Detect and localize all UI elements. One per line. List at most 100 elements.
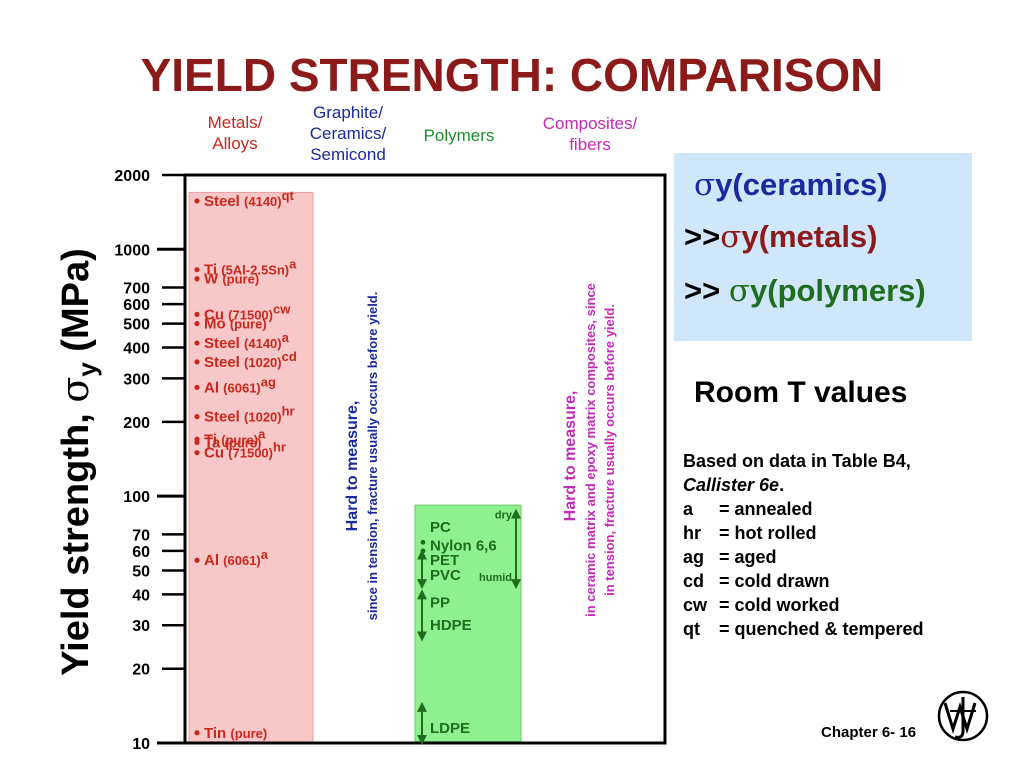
metal-spec: (pure) (222, 272, 259, 287)
composites-note-text: in tension, fracture usually occurs befo… (602, 304, 617, 596)
metal-label: Steel (4140)a (204, 330, 290, 352)
metal-name: Cu (204, 306, 228, 323)
y-tick-label: 500 (123, 317, 150, 334)
composites-note-text: in ceramic matrix and epoxy matrix compo… (583, 283, 598, 617)
metal-spec: (pure) (230, 726, 267, 741)
book-suffix: . (779, 475, 785, 495)
abbreviation-item: hr = hot rolled (683, 523, 817, 544)
abbreviation-meaning: = annealed (719, 499, 813, 519)
nylon-dry-label: dry (495, 510, 513, 522)
comparison-box: σy(ceramics) >>σy(metals) >> σy(polymers… (674, 153, 972, 341)
abbreviation-code: qt (683, 619, 700, 639)
abbreviation-meaning: = cold worked (719, 595, 840, 615)
metal-spec: (1020) (244, 355, 282, 370)
sigma-symbol: σ (728, 273, 750, 309)
metal-name: Ti (204, 262, 221, 279)
metal-condition: cd (282, 349, 297, 364)
metal-condition: ag (261, 374, 276, 389)
composites-note-heading: Hard to measure, (562, 391, 579, 522)
y-tick-label: 10 (132, 736, 150, 753)
y-tick-label: 40 (132, 587, 150, 604)
much-greater-symbol: >> (684, 273, 729, 308)
metal-spec: (4140) (244, 336, 282, 351)
abbreviation-item: cw = cold worked (683, 595, 840, 616)
abbreviation-item: a = annealed (683, 499, 813, 520)
polymers-range-bar (414, 504, 522, 744)
y-tick-label: 2000 (114, 168, 150, 185)
metal-point (194, 321, 200, 327)
category-header: Graphite/Ceramics/Semicond (292, 102, 404, 165)
metals-text: y(metals) (741, 219, 878, 254)
metal-name: Al (204, 379, 223, 396)
abbreviation-meaning: = cold drawn (719, 571, 830, 591)
metal-point (194, 439, 200, 446)
abbreviation-code: cd (683, 571, 705, 591)
metal-name: Steel (204, 335, 244, 352)
abbreviation-meaning: = quenched & tempered (719, 619, 924, 639)
metal-label: Mo (pure) (204, 316, 267, 333)
category-header-line: Semicond (310, 145, 386, 164)
category-header-line: Alloys (212, 134, 258, 153)
ceramics-note-text: since in tension, fracture usually occur… (365, 292, 380, 621)
polymer-label: PP (430, 595, 450, 612)
category-header-line: Ceramics/ (309, 124, 387, 143)
much-greater-symbol: >> (684, 219, 721, 254)
y-axis-title: Yield strength, σy (MPa) (53, 248, 102, 676)
ceramics-line: σy(ceramics) (694, 167, 888, 203)
metal-point (194, 359, 200, 365)
sigma-symbol: σ (720, 219, 742, 255)
abbreviation-code: a (683, 499, 694, 519)
y-tick-label: 50 (132, 563, 150, 580)
metal-label: Ta (pure) (204, 434, 261, 451)
y-tick-label: 1000 (114, 242, 150, 259)
metal-name: Al (204, 552, 223, 569)
page-title: YIELD STRENGTH: COMPARISON (140, 49, 884, 101)
metal-label: Al (6061)ag (204, 374, 276, 396)
y-tick-label: 600 (123, 297, 150, 314)
category-header: Polymers (404, 125, 514, 146)
metal-label: Al (6061)a (204, 547, 269, 569)
metal-point (194, 311, 200, 317)
metal-spec: (6061) (223, 380, 261, 395)
category-header: Composites/fibers (520, 113, 660, 155)
metal-condition: qt (282, 188, 295, 203)
y-axis-subscript: y (72, 362, 102, 377)
y-tick-label: 300 (123, 371, 150, 388)
metal-name: Steel (204, 193, 244, 210)
metal-name: Mo (204, 316, 230, 333)
sigma-symbol: σ (694, 167, 716, 203)
metal-name: W (204, 271, 222, 288)
metal-name: Tin (204, 725, 230, 742)
publisher-logo-icon (937, 690, 989, 742)
y-tick-label: 70 (132, 527, 150, 544)
metal-point (194, 198, 200, 204)
room-temperature-note: Room T values (694, 376, 908, 409)
metal-spec: (pure) (225, 435, 262, 450)
metal-label: Steel (4140)qt (204, 188, 295, 210)
metal-label: Steel (1020)cd (204, 349, 297, 371)
metal-name: Cu (204, 445, 228, 462)
metal-spec: (4140) (244, 194, 282, 209)
polymer-point (420, 539, 426, 545)
metal-label: Cu (71500)cw (204, 301, 291, 323)
metals-line: >>σy(metals) (684, 219, 878, 255)
category-header: Metals/Alloys (183, 112, 287, 154)
metal-spec: (6061) (223, 553, 261, 568)
category-header-line: Polymers (423, 126, 495, 145)
abbreviation-code: cw (683, 595, 708, 615)
metal-label: Tin (pure) (204, 725, 267, 742)
polymer-label: HDPE (430, 617, 472, 634)
y-tick-label: 60 (132, 544, 150, 561)
source-note: Based on data in Table B4, (683, 451, 911, 471)
metal-point (194, 340, 200, 346)
metal-spec: (1020) (244, 410, 282, 425)
metal-condition: a (258, 426, 266, 441)
metal-name: Steel (204, 409, 244, 426)
metal-label: Ti (pure)a (204, 426, 266, 448)
metal-condition: a (289, 257, 297, 272)
category-header-line: fibers (569, 135, 611, 154)
metal-point (194, 276, 200, 282)
category-header-line: Graphite/ (313, 103, 383, 122)
y-axis-title-text: Yield strength, (55, 403, 97, 676)
